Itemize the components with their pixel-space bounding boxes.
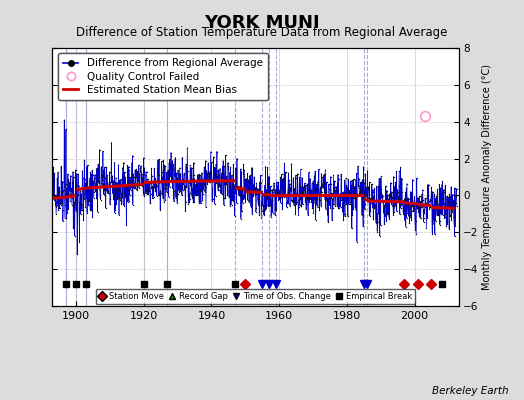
Y-axis label: Monthly Temperature Anomaly Difference (°C): Monthly Temperature Anomaly Difference (… [482,64,492,290]
Text: Difference of Station Temperature Data from Regional Average: Difference of Station Temperature Data f… [77,26,447,39]
Legend: Difference from Regional Average, Quality Control Failed, Estimated Station Mean: Difference from Regional Average, Qualit… [58,53,268,100]
Text: Berkeley Earth: Berkeley Earth [432,386,508,396]
Text: YORK MUNI: YORK MUNI [204,14,320,32]
